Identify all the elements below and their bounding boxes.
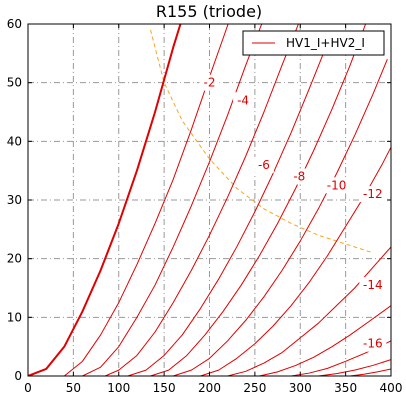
plate-curve-vgminus-12 <box>173 59 388 376</box>
x-tick-label: 350 <box>334 381 357 395</box>
curve-label: -6 <box>258 158 270 172</box>
curve-label: -10 <box>327 178 347 192</box>
x-tick-label: 250 <box>243 381 266 395</box>
legend-label: HV1_I+HV2_I <box>286 36 365 50</box>
chart-title: R155 (triode) <box>156 2 262 21</box>
curve-label-background <box>289 168 310 185</box>
curve-label-background <box>359 335 387 352</box>
curve-label: -12 <box>363 187 383 201</box>
y-tick-label: 0 <box>14 369 22 383</box>
y-tick-label: 40 <box>7 134 22 148</box>
x-tick-label: 100 <box>107 381 130 395</box>
legend: HV1_I+HV2_I <box>242 30 385 56</box>
axis-ticks: 0 50 100 150 200 250 300 350 400 0 10 20 30 40 50 60 <box>7 17 403 395</box>
power-limit-line <box>150 29 374 254</box>
y-tick-label: 60 <box>7 17 22 31</box>
x-tick-label: 300 <box>289 381 312 395</box>
curve-label-background <box>359 277 387 294</box>
y-tick-label: 10 <box>7 310 22 324</box>
plate-curve-vgminus-18 <box>259 305 391 376</box>
y-tick-label: 20 <box>7 252 22 266</box>
curve-label: -4 <box>237 93 249 107</box>
curve-label: -14 <box>363 278 383 292</box>
curve-label-background <box>359 186 387 203</box>
curve-label: -8 <box>293 170 305 184</box>
y-tick-label: 50 <box>7 76 22 90</box>
plate-curve-vgminus-8 <box>127 38 330 376</box>
curve-label-background <box>233 92 254 109</box>
x-tick-label: 50 <box>66 381 81 395</box>
x-tick-label: 150 <box>153 381 176 395</box>
plate-curve-vgminus-22 <box>318 359 391 376</box>
y-tick-label: 30 <box>7 193 22 207</box>
x-tick-label: 0 <box>24 381 32 395</box>
x-tick-label: 400 <box>380 381 403 395</box>
plate-curve-vgminus-4 <box>82 24 263 376</box>
plate-curve-vgminus-10 <box>150 24 367 376</box>
plate-curve-vg0 <box>28 24 182 376</box>
curve-label: -16 <box>363 337 383 351</box>
power-limit-curve <box>150 29 374 254</box>
curve-label-background <box>199 74 220 91</box>
curve-labels: -2 -4 -6 -8 -10 -12 -14 -16 <box>199 74 387 352</box>
x-tick-label: 200 <box>198 381 221 395</box>
curve-label-background <box>323 177 351 194</box>
curve-label: -2 <box>204 76 216 90</box>
grid <box>28 24 391 376</box>
plate-curve-vgminus-2 <box>63 24 229 376</box>
curve-label-background <box>253 156 274 173</box>
plate-curve-vgminus-24 <box>350 368 391 376</box>
plate-curve-vgminus-6 <box>104 24 299 376</box>
